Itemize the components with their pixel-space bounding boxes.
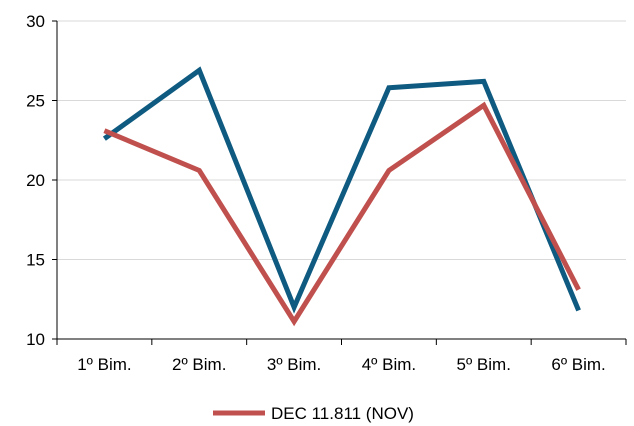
y-tick-label: 10 — [26, 330, 45, 349]
series-line-1 — [102, 66, 581, 314]
x-tick-label: 1º Bim. — [77, 355, 131, 374]
gridlines — [57, 20, 626, 260]
y-tick-label: 30 — [26, 12, 45, 31]
y-tick-label: 20 — [26, 171, 45, 190]
legend: DEC 11.811 (NOV) — [213, 404, 414, 423]
y-tick-label: 15 — [26, 251, 45, 270]
y-tick-label: 25 — [26, 92, 45, 111]
x-axis-ticks: 1º Bim. 2º Bim. 3º Bim. 4º Bim. 5º Bim. 6º Bi… — [56, 339, 627, 374]
x-tick-label: 2º Bim. — [172, 355, 226, 374]
legend-label: DEC 11.811 (NOV) — [271, 404, 414, 423]
x-tick-label: 6º Bim. — [551, 355, 605, 374]
series-lines — [102, 66, 581, 327]
x-tick-label: 4º Bim. — [362, 355, 416, 374]
x-tick-label: 5º Bim. — [457, 355, 511, 374]
series-line-2 — [103, 101, 581, 327]
x-tick-label: 3º Bim. — [267, 355, 321, 374]
y-axis-ticks: 10 15 20 25 30 — [26, 12, 57, 349]
